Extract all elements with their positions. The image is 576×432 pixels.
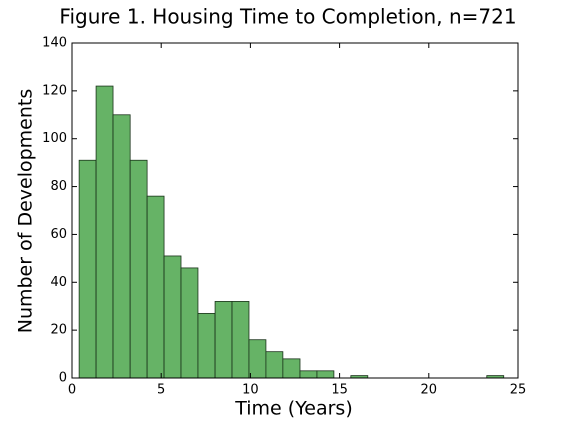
bar	[146, 195, 165, 379]
bar	[248, 339, 267, 379]
x-tick-label: 25	[510, 383, 527, 398]
y-tick-label: 100	[42, 131, 67, 146]
bar	[78, 159, 97, 379]
bar	[180, 267, 199, 379]
x-axis-label: Time (Years)	[234, 398, 353, 420]
y-tick-label: 0	[59, 371, 67, 386]
x-tick-label: 10	[242, 383, 259, 398]
bar	[265, 351, 284, 379]
bar	[163, 255, 182, 379]
y-tick-label: 140	[42, 36, 67, 51]
y-tick-label: 40	[50, 275, 67, 290]
bar	[197, 312, 216, 379]
x-tick-label: 20	[421, 383, 438, 398]
y-tick-label: 120	[42, 83, 67, 98]
bar	[214, 301, 233, 379]
y-tick-label: 20	[50, 323, 67, 338]
bar	[282, 358, 301, 379]
bar	[112, 114, 131, 379]
y-tick-label: 60	[50, 227, 67, 242]
plot-frame	[71, 42, 519, 379]
bar	[95, 85, 114, 379]
bar	[299, 370, 318, 379]
bar	[231, 301, 250, 379]
bar	[129, 159, 148, 379]
x-tick-label: 5	[157, 383, 165, 398]
x-tick-label: 0	[68, 383, 76, 398]
bar	[316, 370, 335, 379]
y-axis-label: Number of Developments	[15, 89, 37, 334]
x-tick-label: 15	[331, 383, 348, 398]
chart-title: Figure 1. Housing Time to Completion, n=…	[59, 5, 516, 29]
y-tick-label: 80	[50, 179, 67, 194]
